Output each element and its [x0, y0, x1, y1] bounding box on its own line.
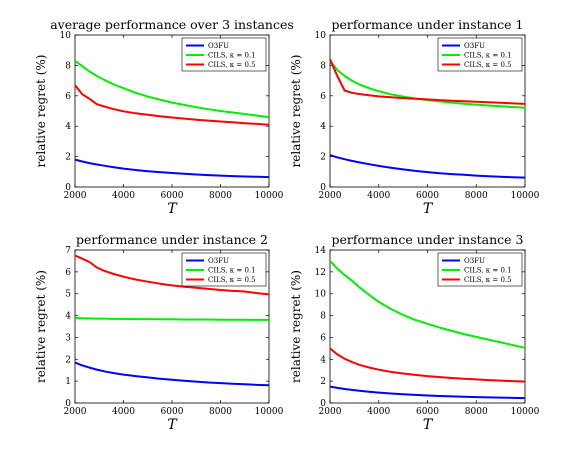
y-tick-label: 4 [65, 312, 71, 322]
legend-label: CILS, κ = 0.1 [208, 267, 256, 275]
x-tick-label: 2000 [319, 191, 342, 201]
x-tick-label: 6000 [416, 407, 439, 417]
series-line-o3fu [329, 154, 526, 179]
y-tick-label: 4 [65, 122, 71, 132]
y-tick-label: 5 [65, 290, 71, 300]
x-tick-label: 8000 [209, 407, 232, 417]
x-tick-label: 4000 [112, 407, 135, 417]
series-line-o3fu [329, 385, 526, 400]
y-tick-label: 0 [65, 399, 71, 409]
legend-label: CILS, κ = 0.5 [208, 276, 256, 284]
x-tick-label: 4000 [367, 191, 390, 201]
legend-label: CILS, κ = 0.5 [464, 61, 512, 69]
y-tick-label: 10 [60, 31, 72, 41]
x-axis-label: T [167, 417, 178, 433]
legend-label: O3FU [208, 257, 229, 265]
x-tick-label: 8000 [465, 191, 488, 201]
x-tick-label: 10000 [511, 407, 540, 417]
y-tick-label: 1 [65, 377, 71, 387]
y-tick-label: 4 [320, 122, 326, 132]
y-tick-label: 4 [320, 355, 326, 365]
series-line-cils05 [329, 347, 526, 383]
y-tick-label: 0 [320, 399, 326, 409]
y-axis-label: relative regret (%) [34, 55, 48, 168]
x-tick-label: 10000 [511, 191, 540, 201]
y-tick-label: 7 [65, 246, 71, 256]
y-tick-label: 14 [315, 246, 327, 256]
y-tick-label: 10 [315, 31, 327, 41]
y-tick-label: 2 [320, 377, 326, 387]
y-tick-label: 2 [65, 355, 71, 365]
x-tick-label: 2000 [64, 407, 87, 417]
series-line-o3fu [74, 158, 270, 179]
x-tick-label: 8000 [465, 407, 488, 417]
legend-label: CILS, κ = 0.1 [464, 52, 512, 60]
y-axis-label: relative regret (%) [34, 270, 48, 383]
y-tick-label: 8 [320, 61, 326, 71]
legend-label: CILS, κ = 0.5 [208, 61, 256, 69]
x-tick-label: 8000 [209, 191, 232, 201]
y-axis-label: relative regret (%) [289, 270, 303, 383]
series-line-cils05 [74, 254, 270, 296]
x-axis-label: T [423, 417, 434, 433]
x-tick-label: 6000 [161, 407, 184, 417]
chart-panel-2: 2000 4000 6000 8000 10000 0 2 4 6 8 10 performance … [289, 17, 540, 217]
chart-panel-4: 2000 4000 6000 8000 10000 0 2 4 6 8 10 12 14 performa… [289, 232, 540, 433]
series-line-cils01 [74, 59, 270, 119]
x-tick-label: 10000 [255, 191, 284, 201]
x-tick-label: 2000 [319, 407, 342, 417]
y-tick-label: 8 [65, 61, 71, 71]
legend-label: CILS, κ = 0.5 [464, 276, 512, 284]
y-tick-label: 6 [65, 92, 71, 102]
legend-label: O3FU [208, 42, 229, 50]
y-tick-label: 6 [320, 333, 326, 343]
y-axis-label: relative regret (%) [289, 55, 303, 168]
x-tick-label: 2000 [64, 191, 87, 201]
chart-title: performance under instance 2 [76, 232, 268, 247]
chart-title: performance under instance 3 [332, 232, 524, 247]
y-tick-label: 0 [320, 183, 326, 193]
series-line-cils01 [329, 260, 526, 349]
y-tick-label: 2 [320, 153, 326, 163]
chart-panel-3: 2000 4000 6000 8000 10000 0 1 2 3 4 5 6 7 performance… [34, 232, 284, 433]
series-line-cils01 [74, 316, 269, 321]
y-tick-label: 6 [65, 268, 71, 278]
chart-title: average performance over 3 instances [50, 17, 294, 32]
y-tick-label: 3 [65, 333, 71, 343]
x-tick-label: 4000 [112, 191, 135, 201]
y-tick-label: 12 [315, 268, 326, 278]
x-tick-label: 4000 [367, 407, 390, 417]
y-tick-label: 2 [65, 153, 71, 163]
series-line-cils05 [74, 84, 270, 126]
y-tick-label: 10 [315, 290, 327, 300]
x-axis-label: T [167, 201, 178, 217]
y-tick-label: 8 [320, 312, 326, 322]
legend-label: CILS, κ = 0.1 [208, 52, 256, 60]
legend-label: CILS, κ = 0.1 [464, 267, 512, 275]
y-tick-label: 6 [320, 92, 326, 102]
chart-title: performance under instance 1 [332, 17, 524, 32]
y-tick-label: 0 [65, 183, 71, 193]
x-axis-label: T [423, 201, 434, 217]
x-tick-label: 6000 [161, 191, 184, 201]
x-tick-label: 10000 [255, 407, 284, 417]
legend-label: O3FU [464, 257, 485, 265]
x-tick-label: 6000 [416, 191, 439, 201]
series-line-o3fu [74, 361, 270, 387]
legend-label: O3FU [464, 42, 485, 50]
series-line-cils05 [329, 58, 526, 105]
